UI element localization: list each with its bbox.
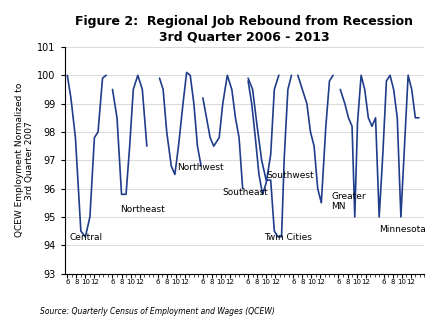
- Text: Source: Quarterly Census of Employment and Wages (QCEW): Source: Quarterly Census of Employment a…: [40, 307, 275, 316]
- Text: Greater
MN: Greater MN: [331, 192, 366, 211]
- Title: Figure 2:  Regional Job Rebound from Recession
3rd Quarter 2006 - 2013: Figure 2: Regional Job Rebound from Rece…: [75, 15, 413, 43]
- Text: Minnesota: Minnesota: [379, 225, 426, 234]
- Text: Southwest: Southwest: [266, 171, 314, 180]
- Text: Southeast: Southeast: [223, 188, 268, 197]
- Text: Northeast: Northeast: [120, 205, 164, 214]
- Text: Twin Cities: Twin Cities: [264, 234, 312, 242]
- Y-axis label: QCEW Employment Normalized to
3rd Quarter 2007: QCEW Employment Normalized to 3rd Quarte…: [15, 83, 35, 238]
- Text: Central: Central: [69, 234, 102, 242]
- Text: Northwest: Northwest: [178, 163, 224, 172]
